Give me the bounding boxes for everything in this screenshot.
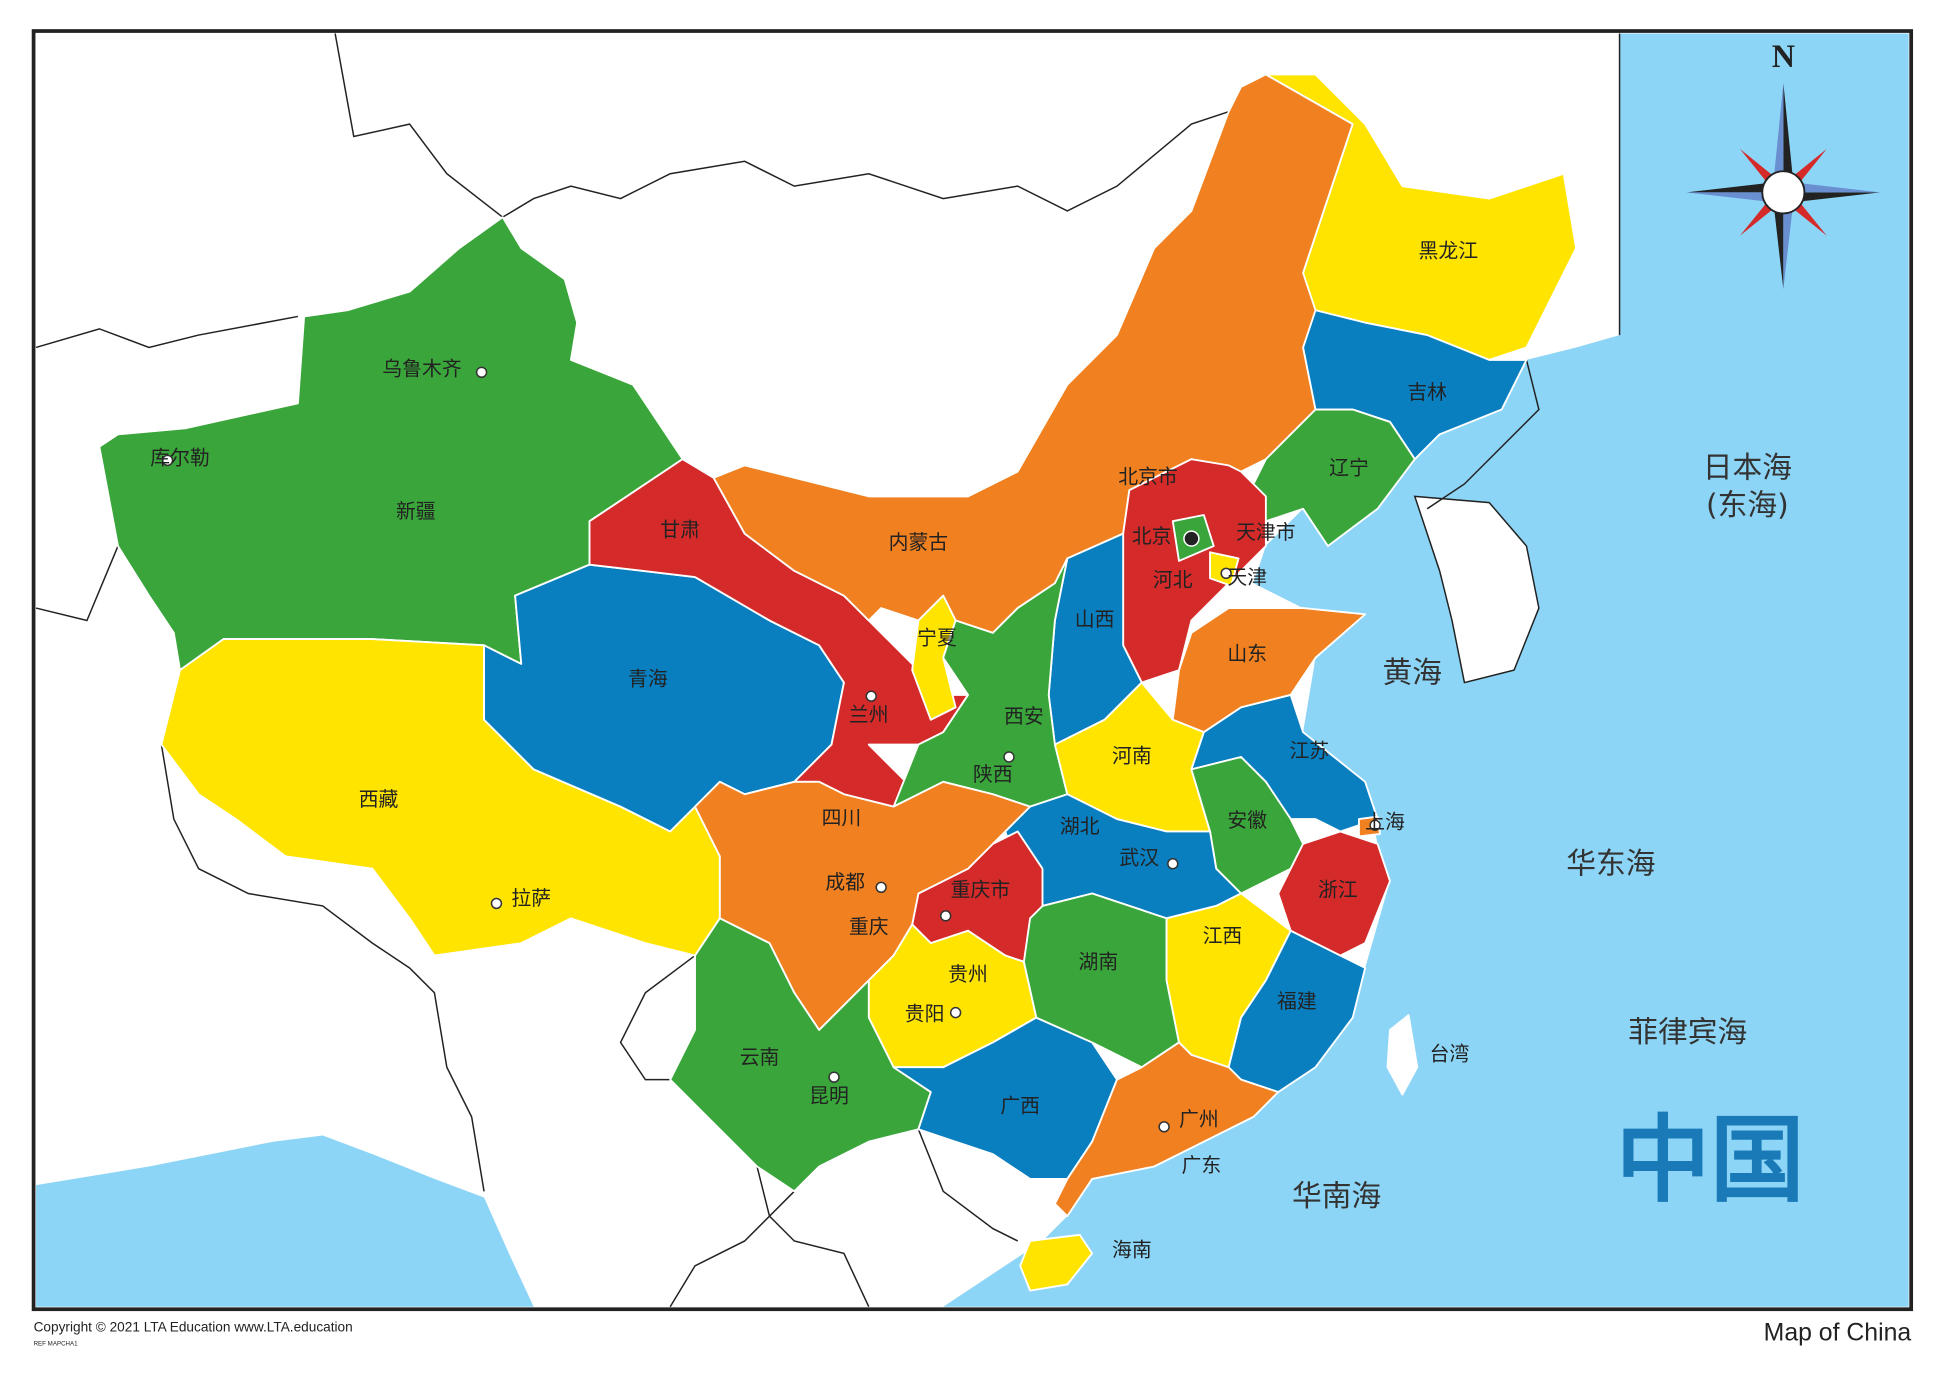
province-label: 湖南 xyxy=(1078,950,1118,973)
province-label: 天津市 xyxy=(1236,521,1296,544)
city-label: 成都 xyxy=(825,871,865,894)
province xyxy=(1277,830,1391,957)
city-label: 重庆 xyxy=(849,916,889,939)
province-label: 贵州 xyxy=(948,963,988,986)
reference: REF MAPCHA1 xyxy=(34,1341,79,1348)
city-dot xyxy=(490,897,503,910)
province-label: 北京市 xyxy=(1118,465,1178,488)
city-label: 西安 xyxy=(1004,705,1044,728)
compass: N xyxy=(1686,38,1881,290)
province-label: 甘肃 xyxy=(660,519,700,542)
province-label: 山西 xyxy=(1075,608,1115,631)
province xyxy=(1227,929,1367,1093)
city-dot xyxy=(865,690,877,702)
city-label: 北京 xyxy=(1132,525,1172,548)
sea-label: (东海) xyxy=(1706,488,1789,523)
province-label: 四川 xyxy=(822,807,862,830)
province-label: 浙江 xyxy=(1318,879,1358,902)
province-label: 辽宁 xyxy=(1329,457,1369,480)
city-label: 昆明 xyxy=(809,1085,849,1108)
city-dot xyxy=(875,881,887,894)
city-dot xyxy=(939,910,952,922)
city-label: 贵阳 xyxy=(905,1003,945,1026)
sea-label: 黄海 xyxy=(1383,655,1443,690)
province-label: 吉林 xyxy=(1407,381,1447,404)
map-title: 中国 xyxy=(1616,1105,1805,1215)
sea-east xyxy=(943,33,1909,1307)
province-label: 西藏 xyxy=(359,788,399,811)
caption: Map of China xyxy=(1764,1320,1912,1347)
city-dot xyxy=(1183,530,1200,547)
province-label: 河南 xyxy=(1112,744,1152,767)
province-label: 山东 xyxy=(1227,643,1267,666)
sea-southwest xyxy=(36,1135,534,1307)
province-label: 云南 xyxy=(740,1046,780,1069)
city-dot xyxy=(1158,1121,1170,1133)
sea-label: 华东海 xyxy=(1566,846,1655,881)
city-label: 上海 xyxy=(1365,810,1405,833)
province-label: 广东 xyxy=(1181,1154,1221,1177)
city-label: 拉萨 xyxy=(511,887,551,910)
province-label: 黑龙江 xyxy=(1419,239,1479,262)
province xyxy=(911,594,957,721)
province-label: 青海 xyxy=(628,668,668,691)
city-dot xyxy=(949,1006,962,1019)
sea-label: 日本海 xyxy=(1703,451,1792,486)
city-dot xyxy=(1003,751,1015,763)
city-label: 兰州 xyxy=(849,704,889,727)
korea xyxy=(1413,495,1540,684)
copyright: Copyright © 2021 LTA Education www.LTA.e… xyxy=(34,1319,353,1334)
city-label: 广州 xyxy=(1179,1108,1219,1131)
province xyxy=(1264,73,1578,361)
neighbor-borders xyxy=(35,33,1621,1308)
city-dot xyxy=(475,366,488,379)
city-dot xyxy=(1369,819,1381,831)
province-label: 湖北 xyxy=(1060,815,1100,838)
city-label: 库尔勒 xyxy=(150,447,210,470)
province-label: 陕西 xyxy=(973,763,1013,786)
province xyxy=(1019,1233,1094,1292)
city-dot xyxy=(1220,567,1232,580)
province-label: 内蒙古 xyxy=(889,531,949,554)
city-label: 武汉 xyxy=(1119,846,1159,869)
province-label: 江西 xyxy=(1203,924,1243,947)
province-label: 江苏 xyxy=(1289,740,1329,763)
province-label: 福建 xyxy=(1277,990,1317,1013)
city-dot xyxy=(828,1071,840,1083)
province-label: 河北 xyxy=(1153,568,1193,591)
compass-north: N xyxy=(1772,38,1795,74)
city-dot xyxy=(161,454,174,467)
province-label: 安徽 xyxy=(1227,809,1267,832)
province-label: 新疆 xyxy=(396,500,436,523)
province-label: 重庆市 xyxy=(951,879,1011,902)
city-label: 天津 xyxy=(1227,566,1267,589)
province-label: 宁夏 xyxy=(917,627,957,650)
province-label: 海南 xyxy=(1112,1238,1152,1261)
province-label: 台湾 xyxy=(1430,1042,1470,1065)
city-dot xyxy=(1167,858,1179,870)
province-label: 广西 xyxy=(1000,1094,1040,1117)
regions xyxy=(98,73,1578,1292)
sea-label: 华南海 xyxy=(1292,1179,1381,1214)
sea-label: 菲律宾海 xyxy=(1628,1015,1747,1050)
province xyxy=(1386,1014,1419,1096)
city-label: 乌鲁木齐 xyxy=(382,357,462,380)
